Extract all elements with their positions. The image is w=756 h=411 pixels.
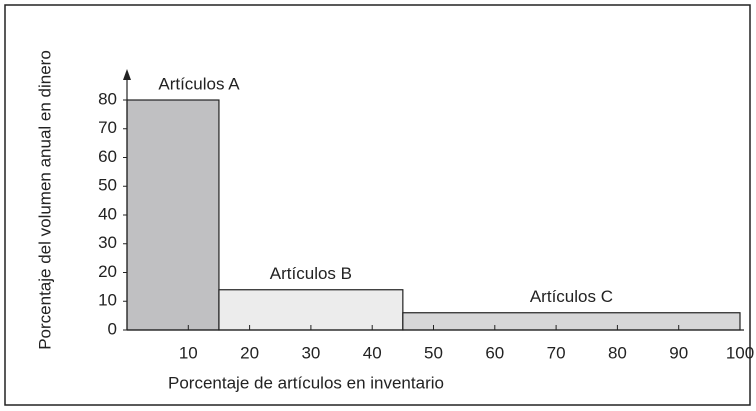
y-tick-label: 80 [98, 89, 117, 108]
x-tick-label: 60 [485, 343, 504, 362]
x-tick-label: 30 [301, 343, 320, 362]
x-tick-label: 90 [669, 343, 688, 362]
frame [4, 4, 751, 406]
x-tick-label: 80 [608, 343, 627, 362]
x-tick-label: 10 [179, 343, 198, 362]
y-axis-arrow [123, 69, 131, 80]
y-tick-label: 10 [98, 291, 117, 310]
y-tick-label: 0 [108, 319, 117, 338]
bar-label: Artículos C [530, 287, 613, 306]
x-tick-label: 50 [424, 343, 443, 362]
bar [218, 289, 404, 331]
y-tick-label: 20 [98, 262, 117, 281]
y-tick-label: 30 [98, 233, 117, 252]
x-tick-label: 40 [363, 343, 382, 362]
y-axis-label: Porcentaje del volumen anual en dinero [35, 50, 54, 350]
bar-label: Artículos A [158, 74, 240, 93]
bar-label: Artículos B [270, 264, 352, 283]
x-axis-label: Porcentaje de artículos en inventario [168, 373, 444, 392]
y-tick-label: 40 [98, 204, 117, 223]
x-tick-label: 70 [547, 343, 566, 362]
y-tick-label: 60 [98, 147, 117, 166]
y-tick-label: 50 [98, 176, 117, 195]
y-tick-label: 70 [98, 118, 117, 137]
x-tick-label: 20 [240, 343, 259, 362]
x-tick-label: 100 [726, 343, 754, 362]
bar [402, 312, 741, 331]
bar [126, 99, 220, 331]
